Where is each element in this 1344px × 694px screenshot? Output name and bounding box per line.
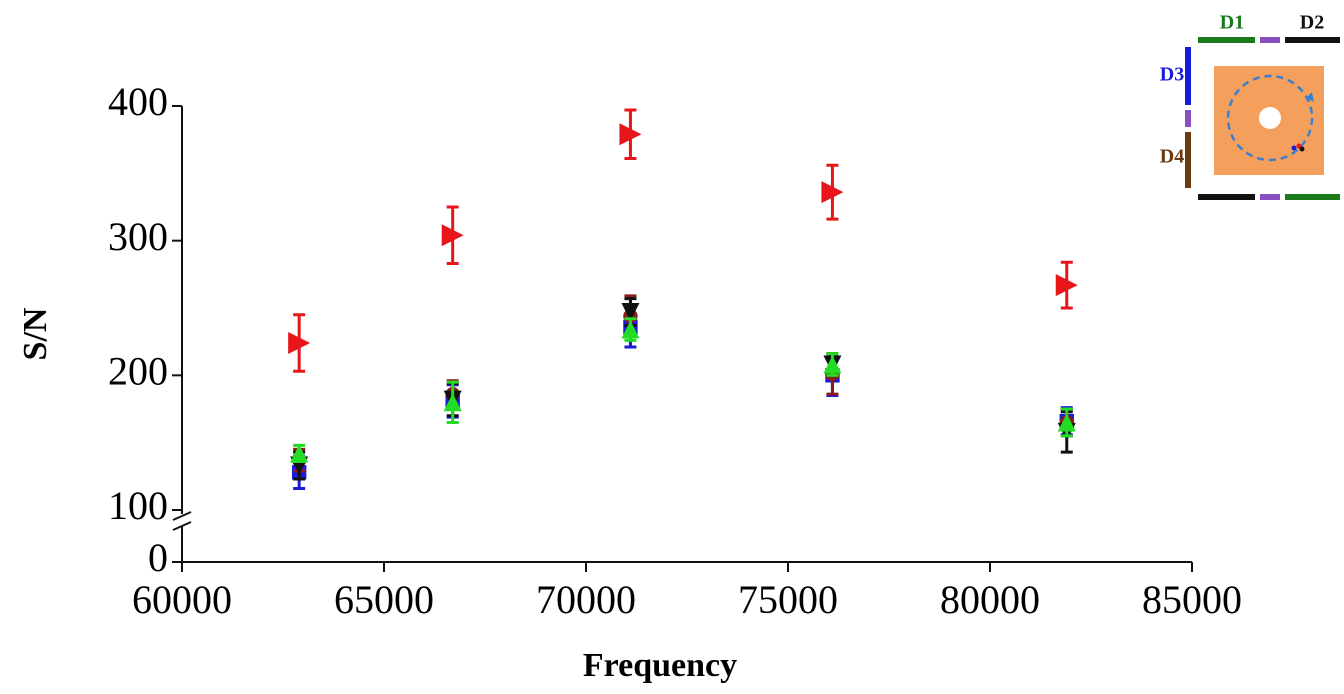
series xyxy=(288,108,1078,373)
x-tick-label: 60000 xyxy=(132,577,232,622)
detectors xyxy=(1185,37,1340,200)
y-axis-title: S/N xyxy=(17,307,54,360)
series xyxy=(290,317,1076,464)
y-tick-label: 200 xyxy=(108,349,168,394)
y-tick-label: 0 xyxy=(148,535,168,580)
marker xyxy=(621,303,640,322)
rotation-arrow xyxy=(1306,92,1314,102)
marker xyxy=(1057,413,1076,432)
hole xyxy=(1259,107,1281,129)
rotation-path xyxy=(1226,74,1314,162)
series xyxy=(290,297,1076,481)
x-tick-label: 70000 xyxy=(536,577,636,622)
inset-label: D1 xyxy=(1220,12,1244,34)
inset-label: D3 xyxy=(1160,64,1184,86)
y-tick-label: 400 xyxy=(108,79,168,124)
x-tick-label: 80000 xyxy=(940,577,1040,622)
series xyxy=(291,305,1074,490)
marker xyxy=(443,393,462,412)
marker xyxy=(823,355,842,374)
x-axis-title: Frequency xyxy=(583,647,737,684)
x-tick-label: 65000 xyxy=(334,577,434,622)
inset-label: D4 xyxy=(1160,146,1184,168)
marker xyxy=(290,444,309,463)
marker xyxy=(288,332,311,355)
dot xyxy=(1299,146,1305,152)
y-tick-label: 300 xyxy=(108,214,168,259)
y-tick-label: 100 xyxy=(108,483,168,528)
dot xyxy=(1291,145,1297,151)
series xyxy=(291,294,1074,473)
marker xyxy=(619,123,642,146)
marker xyxy=(821,181,844,204)
marker xyxy=(441,224,464,247)
x-tick-label: 75000 xyxy=(738,577,838,622)
axis-break xyxy=(172,511,192,531)
marker xyxy=(1055,274,1078,297)
marker xyxy=(621,320,640,339)
inset-diagram: D1 D2 D3 D4 xyxy=(1160,12,1340,200)
inset-label: D2 xyxy=(1300,12,1324,34)
x-tick-label: 85000 xyxy=(1142,577,1242,622)
